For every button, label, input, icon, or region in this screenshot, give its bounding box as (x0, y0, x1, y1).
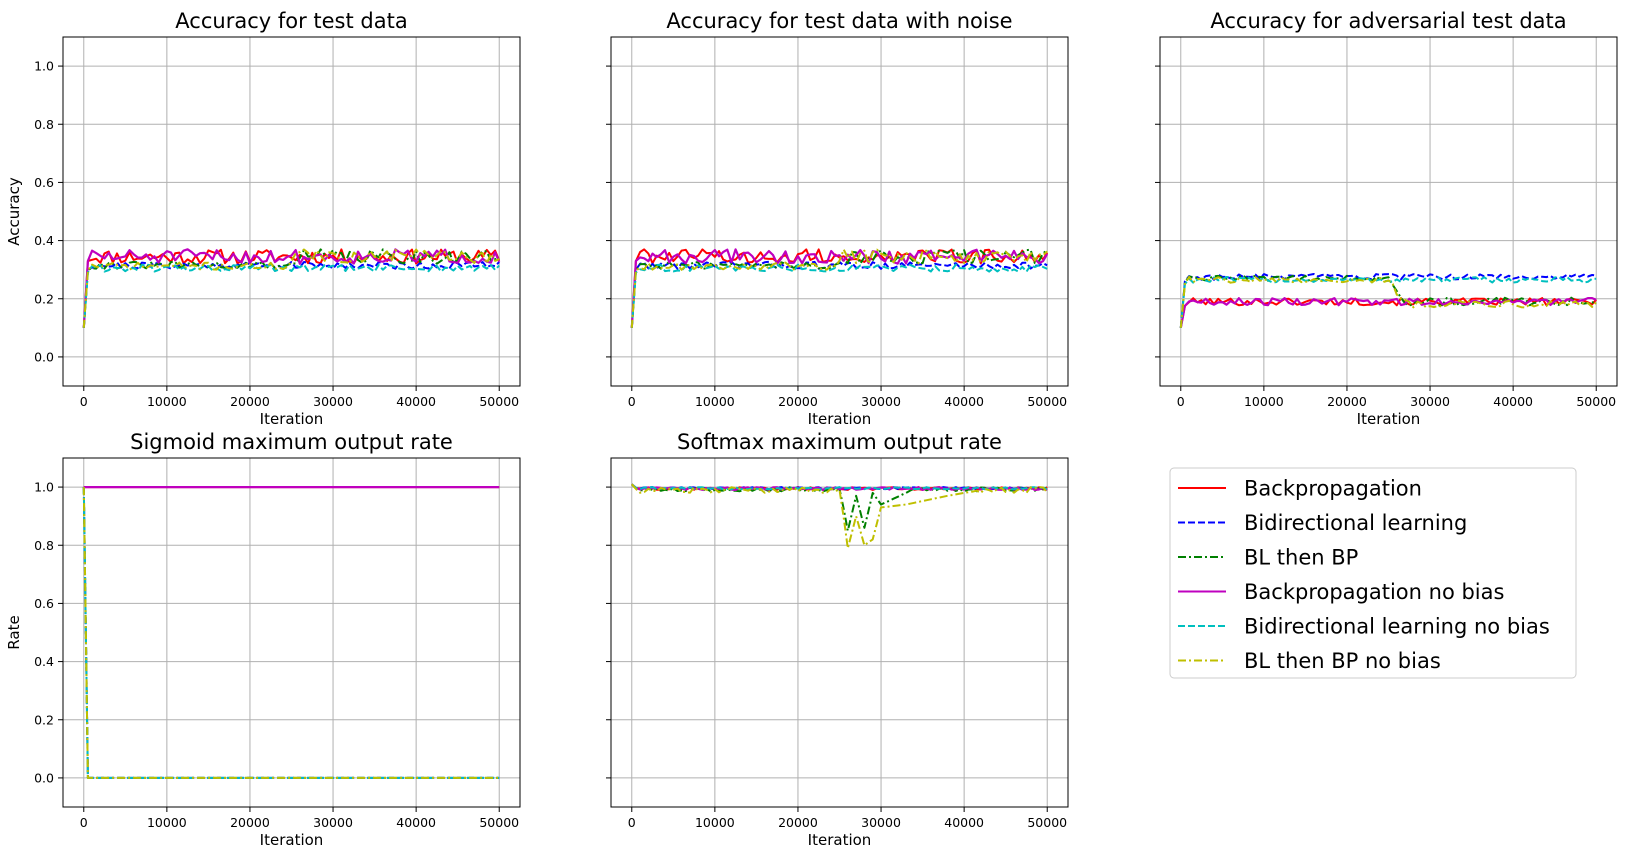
legend-label: Backpropagation no bias (1244, 580, 1504, 604)
series-line-5 (631, 483, 1048, 491)
x-tick-label: 10000 (147, 394, 187, 409)
y-tick-label: 1.0 (34, 59, 54, 74)
series-line-6 (82, 248, 500, 328)
x-tick-label: 50000 (1576, 394, 1616, 409)
y-tick-label: 0.8 (34, 538, 54, 553)
x-tick-label: 0 (1177, 394, 1185, 409)
x-tick-label: 10000 (147, 815, 187, 830)
series-lines (630, 248, 1049, 328)
series-line-4 (82, 248, 501, 328)
x-tick-label: 30000 (313, 815, 353, 830)
x-tick-label: 10000 (695, 815, 735, 830)
x-tick-label: 30000 (861, 815, 901, 830)
subplot-2: 0 10000 20000 30000 40000 50000 Accuracy for t… (606, 9, 1069, 428)
y-tick-label: 0.2 (34, 712, 54, 727)
y-tick-label: 0.6 (34, 175, 54, 190)
series-lines (631, 483, 1048, 550)
legend-label: Backpropagation (1244, 477, 1422, 501)
subplot-title: Sigmoid maximum output rate (130, 430, 453, 454)
x-tick-label: 10000 (1244, 394, 1284, 409)
x-tick-label: 30000 (313, 394, 353, 409)
x-tick-label: 0 (628, 394, 636, 409)
subplots: 0 10000 20000 30000 40000 50000 0.0 0.2 0.4 0.6 0.… (5, 9, 1618, 849)
y-axis-label: Accuracy (5, 177, 23, 246)
x-axis-label: Iteration (808, 831, 872, 849)
series-line-6 (82, 487, 500, 779)
legend-label: BL then BP no bias (1244, 649, 1441, 673)
x-tick-label: 0 (80, 394, 88, 409)
x-tick-label: 40000 (396, 394, 436, 409)
x-tick-label: 20000 (778, 815, 818, 830)
x-tick-label: 50000 (1027, 394, 1067, 409)
subplot-title: Softmax maximum output rate (677, 430, 1002, 454)
x-tick-label: 30000 (1410, 394, 1450, 409)
x-tick-label: 10000 (695, 394, 735, 409)
series-lines (82, 248, 501, 328)
y-tick-label: 0.4 (34, 233, 54, 248)
series-line-5 (630, 263, 1048, 328)
legend-label: Bidirectional learning (1244, 511, 1467, 535)
x-axis-label: Iteration (808, 410, 872, 428)
subplot-title: Accuracy for test data (175, 9, 407, 33)
y-tick-label: 0.2 (34, 291, 54, 306)
series-line-4 (1179, 297, 1597, 329)
axes-frame (1159, 36, 1618, 387)
x-tick-label: 50000 (1027, 815, 1067, 830)
subplot-4: 0 10000 20000 30000 40000 50000 0.0 0.2 0.4 0.6 0.… (5, 430, 521, 849)
legend: Backpropagation Bidirectional learning BL … (1169, 467, 1577, 679)
x-tick-label: 40000 (396, 815, 436, 830)
y-tick-label: 0.4 (34, 654, 54, 669)
x-axis-label: Iteration (260, 831, 324, 849)
series-line-3 (82, 487, 500, 779)
subplot-1: 0 10000 20000 30000 40000 50000 0.0 0.2 0.4 0.6 0.… (5, 9, 521, 428)
series-lines (82, 486, 500, 779)
x-tick-label: 50000 (479, 815, 519, 830)
legend-label: BL then BP (1244, 546, 1358, 570)
y-tick-label: 0.0 (34, 349, 54, 364)
x-axis-label: Iteration (1357, 410, 1421, 428)
series-line-6 (631, 483, 1048, 550)
subplot-3: 0 10000 20000 30000 40000 50000 Accuracy for a… (1155, 9, 1618, 428)
x-tick-label: 20000 (778, 394, 818, 409)
axes-frame (610, 457, 1069, 808)
x-tick-label: 50000 (479, 394, 519, 409)
x-tick-label: 30000 (861, 394, 901, 409)
series-line-4 (630, 248, 1049, 328)
axes-frame (610, 36, 1069, 387)
legend-frame (1169, 467, 1577, 679)
x-tick-label: 40000 (1493, 394, 1533, 409)
series-line-5 (82, 487, 500, 779)
series-line-6 (1179, 276, 1597, 328)
x-tick-label: 40000 (944, 815, 984, 830)
x-tick-label: 20000 (1327, 394, 1367, 409)
series-line-5 (82, 263, 500, 328)
x-axis-label: Iteration (260, 410, 324, 428)
legend-label: Bidirectional learning no bias (1244, 615, 1550, 639)
x-tick-label: 40000 (944, 394, 984, 409)
subplot-title: Accuracy for test data with noise (666, 9, 1012, 33)
x-tick-label: 0 (80, 815, 88, 830)
y-tick-label: 1.0 (34, 480, 54, 495)
series-line-2 (82, 487, 500, 779)
y-tick-label: 0.8 (34, 117, 54, 132)
series-line-6 (630, 248, 1048, 328)
subplot-title: Accuracy for adversarial test data (1210, 9, 1566, 33)
x-tick-label: 20000 (230, 394, 270, 409)
series-line-3 (82, 248, 500, 328)
y-axis-label: Rate (5, 615, 23, 649)
x-tick-label: 20000 (230, 815, 270, 830)
series-line-2 (82, 261, 500, 328)
axes-frame (62, 457, 521, 808)
y-tick-label: 0.6 (34, 596, 54, 611)
y-tick-label: 0.0 (34, 770, 54, 785)
series-lines (1179, 273, 1597, 329)
axes-frame (62, 36, 521, 387)
x-tick-label: 0 (628, 815, 636, 830)
subplot-5: 0 10000 20000 30000 40000 50000 Softmax maximu… (606, 430, 1069, 849)
